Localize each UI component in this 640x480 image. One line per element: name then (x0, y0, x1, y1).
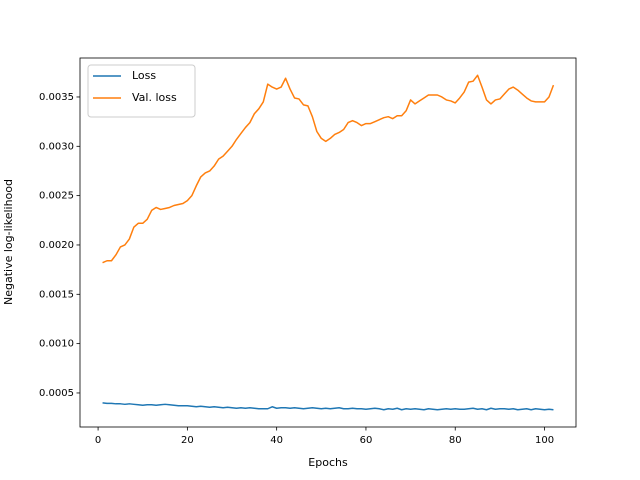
y-tick-label: 0.0020 (39, 240, 74, 251)
line-series (102, 74, 555, 264)
y-tick-label: 0.0005 (39, 388, 74, 399)
y-tick-label: 0.0015 (39, 289, 74, 300)
x-tick-label: 80 (449, 435, 462, 446)
x-axis-label: Epochs (308, 456, 348, 469)
legend-label: Loss (132, 69, 156, 82)
y-tick-label: 0.0025 (39, 191, 74, 202)
x-tick-label: 40 (270, 435, 283, 446)
y-tick-label: 0.0030 (39, 141, 74, 152)
y-tick-label: 0.0035 (39, 92, 74, 103)
legend-box (87, 64, 196, 118)
x-tick-label: 0 (95, 435, 101, 446)
legend-label: Val. loss (132, 91, 177, 104)
line-series (102, 402, 554, 411)
x-tick-label: 20 (181, 435, 194, 446)
y-axis-label: Negative log-likelihood (2, 179, 15, 305)
y-tick-label: 0.0010 (39, 339, 74, 350)
x-tick-label: 60 (360, 435, 373, 446)
plot-frame (79, 57, 577, 428)
x-tick-label: 100 (535, 435, 554, 446)
